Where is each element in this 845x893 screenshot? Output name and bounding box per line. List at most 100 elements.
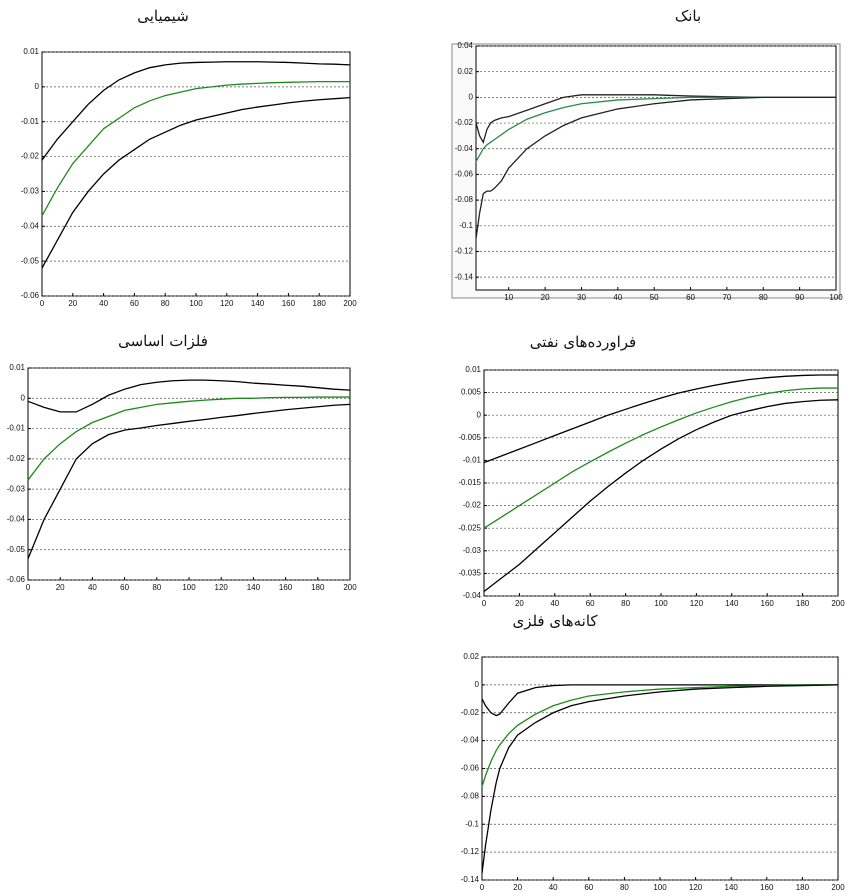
y-tick-label: -0.06	[461, 764, 480, 773]
y-tick-label: -0.08	[461, 791, 480, 800]
x-tick-label: 180	[313, 299, 327, 308]
y-tick-label: -0.1	[459, 221, 473, 230]
y-tick-label: -0.03	[463, 546, 482, 555]
x-tick-label: 0	[482, 599, 487, 608]
x-tick-label: 180	[796, 883, 810, 892]
x-tick-label: 100	[189, 299, 203, 308]
x-tick-label: 180	[796, 599, 810, 608]
y-tick-label: 0.02	[463, 652, 479, 661]
x-tick-label: 140	[251, 299, 265, 308]
y-tick-label: -0.02	[455, 118, 474, 127]
chart-title: شیمیایی	[137, 7, 189, 25]
x-tick-label: 40	[99, 299, 108, 308]
x-tick-label: 100	[653, 883, 667, 892]
x-tick-label: 100	[182, 583, 196, 592]
y-tick-label: 0.02	[457, 67, 473, 76]
y-tick-label: 0	[21, 393, 26, 402]
y-tick-label: -0.01	[21, 117, 40, 126]
y-tick-label: 0	[477, 410, 482, 419]
x-tick-label: 70	[722, 293, 731, 302]
x-tick-label: 40	[550, 599, 559, 608]
x-tick-label: 140	[725, 883, 739, 892]
x-tick-label: 120	[215, 583, 229, 592]
x-tick-label: 80	[759, 293, 768, 302]
y-tick-label: -0.12	[461, 847, 480, 856]
y-tick-label: -0.02	[461, 708, 480, 717]
x-tick-label: 160	[760, 883, 774, 892]
x-tick-label: 120	[220, 299, 234, 308]
x-tick-label: 40	[549, 883, 558, 892]
x-tick-label: 10	[504, 293, 513, 302]
x-tick-label: 60	[120, 583, 129, 592]
y-tick-label: -0.1	[465, 819, 479, 828]
y-tick-label: -0.005	[458, 433, 481, 442]
y-tick-label: -0.04	[455, 144, 474, 153]
y-tick-label: -0.12	[455, 247, 474, 256]
y-tick-label: -0.04	[463, 591, 482, 600]
y-tick-label: -0.08	[455, 195, 474, 204]
y-tick-label: -0.015	[458, 478, 481, 487]
x-tick-label: 200	[343, 299, 357, 308]
y-tick-label: -0.025	[458, 523, 481, 532]
x-tick-label: 120	[689, 883, 703, 892]
chart-title: کانه‌های فلزی	[512, 612, 598, 630]
y-tick-label: 0.005	[461, 388, 482, 397]
y-tick-label: -0.06	[7, 575, 26, 584]
y-tick-label: -0.06	[455, 170, 474, 179]
y-tick-label: 0	[475, 680, 480, 689]
x-tick-label: 20	[541, 293, 550, 302]
y-tick-label: 0.04	[457, 41, 473, 50]
x-tick-label: 120	[690, 599, 704, 608]
y-tick-label: 0	[469, 92, 474, 101]
x-tick-label: 20	[56, 583, 65, 592]
x-tick-label: 160	[761, 599, 775, 608]
y-tick-label: -0.02	[463, 501, 482, 510]
plot-area	[28, 368, 350, 580]
x-tick-label: 140	[725, 599, 739, 608]
x-tick-label: 80	[152, 583, 161, 592]
x-tick-label: 40	[88, 583, 97, 592]
x-tick-label: 60	[686, 293, 695, 302]
y-tick-label: -0.04	[7, 515, 26, 524]
x-tick-label: 60	[130, 299, 139, 308]
x-tick-label: 80	[621, 599, 630, 608]
x-tick-label: 80	[620, 883, 629, 892]
x-tick-label: 160	[282, 299, 296, 308]
y-tick-label: -0.06	[21, 291, 40, 300]
y-tick-label: -0.035	[458, 569, 481, 578]
x-tick-label: 50	[650, 293, 659, 302]
y-tick-label: -0.03	[7, 484, 26, 493]
x-tick-label: 200	[343, 583, 357, 592]
y-tick-label: -0.01	[463, 456, 482, 465]
x-tick-label: 80	[161, 299, 170, 308]
x-tick-label: 180	[311, 583, 325, 592]
y-tick-label: 0.01	[9, 363, 25, 372]
x-tick-label: 30	[577, 293, 586, 302]
x-tick-label: 200	[831, 883, 845, 892]
x-tick-label: 20	[68, 299, 77, 308]
plot-area	[476, 46, 836, 290]
x-tick-label: 100	[654, 599, 668, 608]
figure: شیمیایی -0.06 -0.05 -0.04 -0.03 -0.02 -0.01 0 0.…	[0, 0, 845, 893]
x-tick-label: 200	[831, 599, 845, 608]
x-tick-label: 160	[279, 583, 293, 592]
y-tick-label: -0.14	[455, 272, 474, 281]
y-tick-label: 0.01	[465, 365, 481, 374]
y-tick-label: -0.04	[21, 221, 40, 230]
y-tick-label: -0.02	[7, 454, 26, 463]
chart-title: فراورده‌های نفتی	[530, 333, 636, 351]
x-tick-label: 60	[586, 599, 595, 608]
x-tick-label: 20	[513, 883, 522, 892]
x-tick-label: 90	[795, 293, 804, 302]
y-tick-label: -0.01	[7, 424, 26, 433]
y-tick-label: -0.05	[7, 545, 26, 554]
x-tick-label: 140	[247, 583, 261, 592]
chart-title: بانک	[675, 7, 701, 25]
chart-title: فلزات اساسی	[118, 332, 208, 350]
x-tick-label: 100	[829, 293, 843, 302]
y-tick-label: -0.02	[21, 152, 40, 161]
y-tick-label: 0	[35, 82, 40, 91]
x-tick-label: 40	[613, 293, 622, 302]
x-tick-label: 0	[40, 299, 45, 308]
x-tick-label: 60	[584, 883, 593, 892]
